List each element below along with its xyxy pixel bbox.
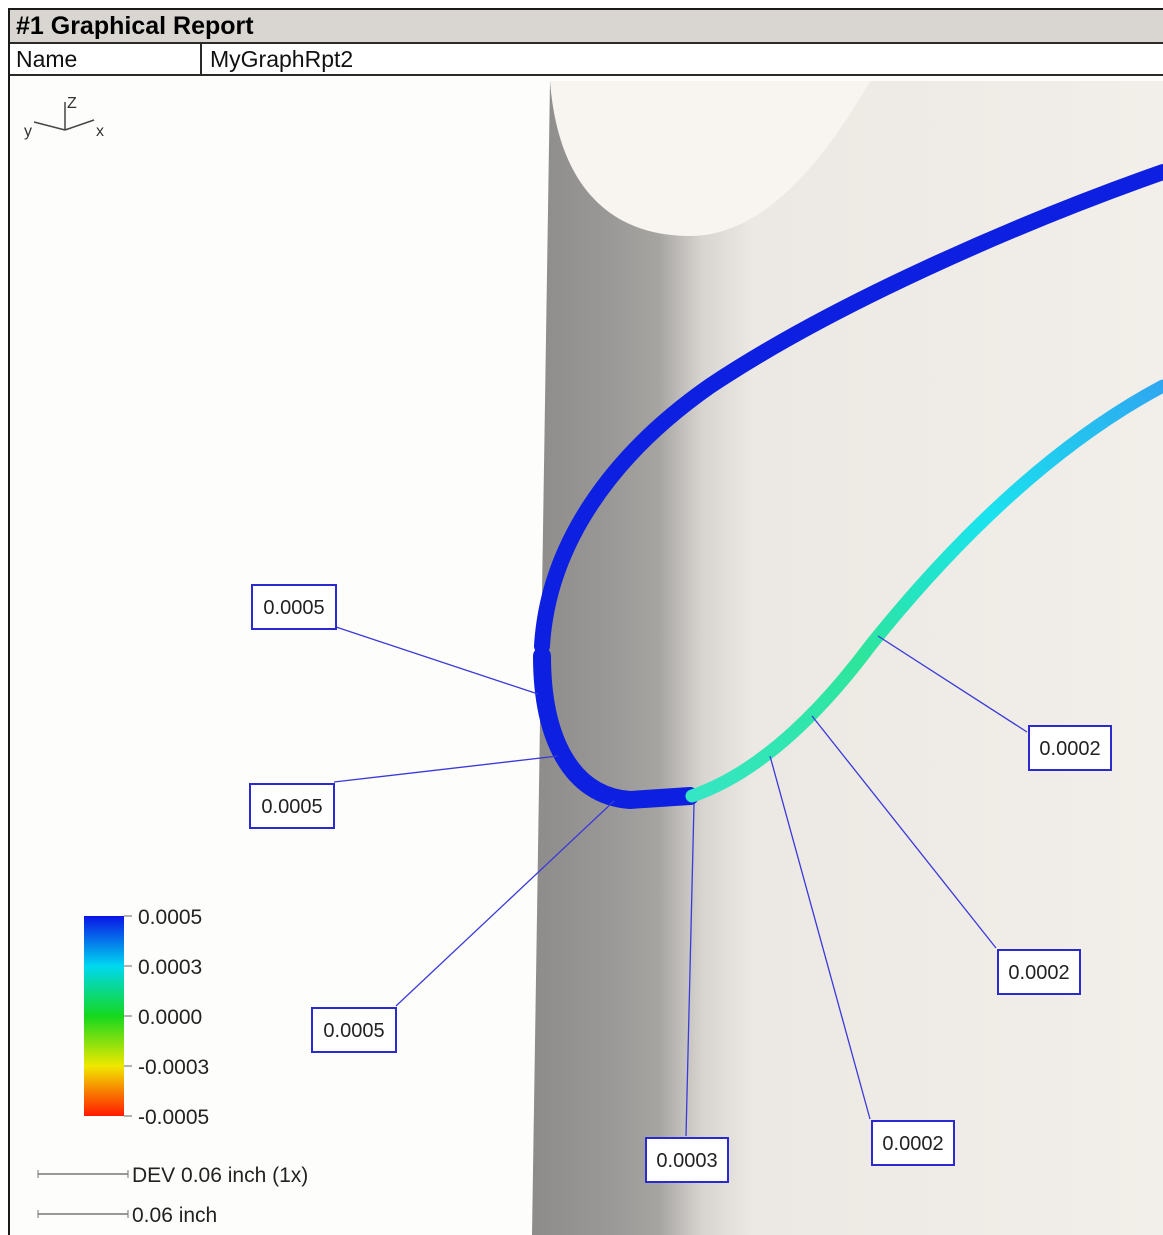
part-body bbox=[532, 81, 1163, 1235]
leader-lines bbox=[333, 626, 1028, 1137]
legend-tick-1: 0.0003 bbox=[138, 956, 202, 979]
legend-tick-2: 0.0000 bbox=[138, 1006, 202, 1029]
legend-tick-4: -0.0005 bbox=[138, 1106, 209, 1129]
svg-text:0.0005: 0.0005 bbox=[261, 796, 322, 818]
axis-z-label: Z bbox=[67, 95, 77, 112]
scale-length-label: 0.06 inch bbox=[132, 1204, 217, 1227]
deviation-curve-inner bbox=[685, 379, 1163, 803]
annotation-a1[interactable]: 0.0005 bbox=[251, 584, 337, 630]
legend-tick-3: -0.0003 bbox=[138, 1056, 209, 1079]
svg-text:0.0002: 0.0002 bbox=[882, 1133, 943, 1155]
svg-text:0.0003: 0.0003 bbox=[656, 1150, 717, 1172]
annotation-a4[interactable]: 0.0003 bbox=[645, 1137, 729, 1183]
annotation-a5[interactable]: 0.0002 bbox=[871, 1120, 955, 1166]
graphics-canvas: Z y x 0.0005 0.0005 bbox=[24, 81, 1163, 1235]
name-label: Name bbox=[16, 46, 78, 72]
scale-bars: DEV 0.06 inch (1x) 0.06 inch bbox=[37, 1164, 308, 1227]
annotation-a3[interactable]: 0.0005 bbox=[311, 1007, 397, 1053]
scale-dev-label: DEV 0.06 inch (1x) bbox=[132, 1164, 308, 1187]
svg-text:0.0002: 0.0002 bbox=[1039, 738, 1100, 760]
annotation-a7[interactable]: 0.0002 bbox=[1028, 725, 1112, 771]
graphics-viewport[interactable]: Z y x 0.0005 0.0005 bbox=[10, 76, 1163, 1235]
deviation-curve-outer bbox=[534, 164, 1163, 654]
svg-text:0.0005: 0.0005 bbox=[263, 597, 324, 619]
report-title: #1 Graphical Report bbox=[10, 10, 1163, 44]
axis-y-label: y bbox=[24, 123, 32, 140]
color-legend: 0.0005 0.0003 0.0000 -0.0003 -0.0005 bbox=[84, 906, 209, 1129]
annotation-a2[interactable]: 0.0005 bbox=[249, 783, 335, 829]
deviation-curve-loop bbox=[533, 647, 699, 810]
part-hole bbox=[550, 81, 870, 236]
axis-triad: Z y x bbox=[24, 95, 104, 140]
name-row: Name MyGraphRpt2 bbox=[10, 44, 1163, 76]
name-value[interactable]: MyGraphRpt2 bbox=[200, 44, 1163, 74]
legend-color-bar bbox=[84, 916, 124, 1116]
graphical-report-panel: #1 Graphical Report Name MyGraphRpt2 bbox=[8, 8, 1163, 1235]
annotation-a6[interactable]: 0.0002 bbox=[997, 949, 1081, 995]
axis-x-label: x bbox=[96, 123, 104, 140]
svg-text:0.0005: 0.0005 bbox=[323, 1020, 384, 1042]
legend-tick-0: 0.0005 bbox=[138, 906, 202, 929]
svg-text:0.0002: 0.0002 bbox=[1008, 962, 1069, 984]
